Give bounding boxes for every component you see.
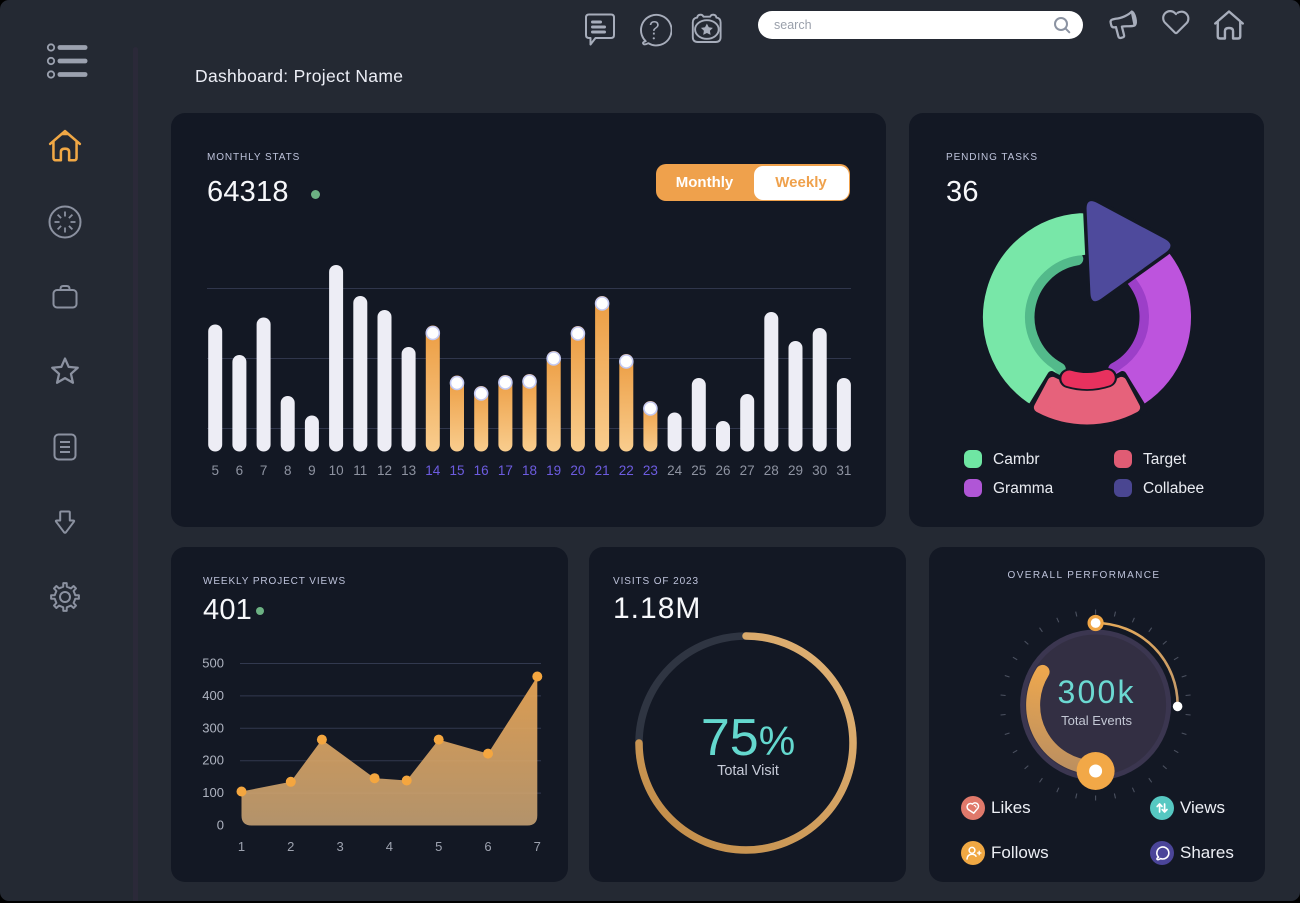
svg-text:2: 2 bbox=[287, 839, 294, 854]
svg-text:Total Events: Total Events bbox=[1061, 713, 1132, 728]
svg-text:6: 6 bbox=[236, 463, 244, 478]
svg-text:16: 16 bbox=[474, 463, 489, 478]
svg-text:29: 29 bbox=[788, 463, 803, 478]
svg-text:13: 13 bbox=[401, 463, 416, 478]
svg-text:4: 4 bbox=[386, 839, 393, 854]
svg-text:Total Visit: Total Visit bbox=[717, 763, 779, 779]
svg-text:300k: 300k bbox=[1057, 674, 1135, 710]
svg-text:7: 7 bbox=[534, 839, 541, 854]
svg-text:5: 5 bbox=[211, 463, 219, 478]
svg-text:14: 14 bbox=[425, 463, 441, 478]
svg-text:6: 6 bbox=[484, 839, 491, 854]
svg-text:31: 31 bbox=[836, 463, 851, 478]
svg-text:3: 3 bbox=[336, 839, 343, 854]
svg-text:0: 0 bbox=[217, 818, 224, 833]
svg-text:9: 9 bbox=[308, 463, 316, 478]
svg-text:300: 300 bbox=[202, 720, 224, 735]
svg-text:27: 27 bbox=[740, 463, 755, 478]
svg-text:20: 20 bbox=[570, 463, 585, 478]
svg-text:500: 500 bbox=[202, 656, 224, 671]
svg-text:30: 30 bbox=[812, 463, 827, 478]
svg-text:75%: 75% bbox=[701, 709, 795, 767]
svg-text:24: 24 bbox=[667, 463, 683, 478]
svg-text:26: 26 bbox=[715, 463, 730, 478]
svg-text:5: 5 bbox=[435, 839, 442, 854]
svg-text:23: 23 bbox=[643, 463, 658, 478]
svg-text:?: ? bbox=[649, 19, 660, 40]
svg-text:19: 19 bbox=[546, 463, 561, 478]
svg-text:11: 11 bbox=[353, 463, 367, 478]
svg-text:25: 25 bbox=[691, 463, 706, 478]
svg-text:100: 100 bbox=[202, 785, 224, 800]
svg-text:18: 18 bbox=[522, 463, 537, 478]
svg-text:8: 8 bbox=[284, 463, 292, 478]
svg-text:21: 21 bbox=[595, 463, 610, 478]
svg-text:28: 28 bbox=[764, 463, 779, 478]
svg-text:17: 17 bbox=[498, 463, 513, 478]
svg-text:22: 22 bbox=[619, 463, 634, 478]
svg-text:15: 15 bbox=[449, 463, 464, 478]
svg-text:7: 7 bbox=[260, 463, 268, 478]
svg-text:12: 12 bbox=[377, 463, 392, 478]
svg-text:200: 200 bbox=[202, 753, 224, 768]
svg-text:10: 10 bbox=[329, 463, 344, 478]
svg-text:400: 400 bbox=[202, 688, 224, 703]
svg-text:1: 1 bbox=[238, 839, 245, 854]
